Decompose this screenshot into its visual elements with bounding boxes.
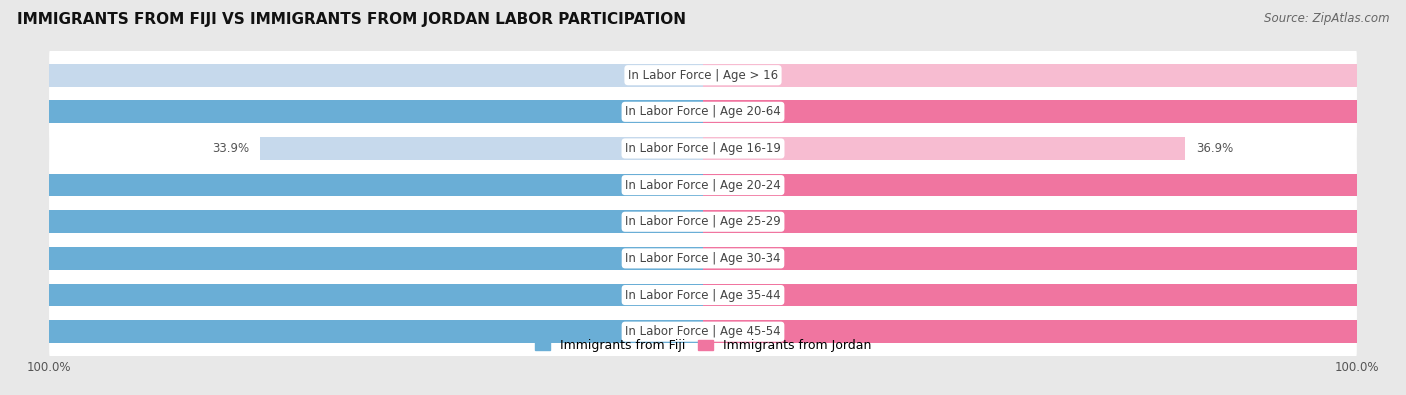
- Bar: [703, 320, 1406, 343]
- FancyBboxPatch shape: [49, 149, 1357, 221]
- Text: 36.9%: 36.9%: [1197, 142, 1233, 155]
- Text: 33.9%: 33.9%: [212, 142, 249, 155]
- Bar: [0, 247, 703, 270]
- Text: In Labor Force | Age 45-54: In Labor Force | Age 45-54: [626, 325, 780, 338]
- FancyBboxPatch shape: [49, 295, 1357, 368]
- Bar: [703, 137, 1185, 160]
- FancyBboxPatch shape: [49, 112, 1357, 185]
- Text: In Labor Force | Age > 16: In Labor Force | Age > 16: [628, 69, 778, 82]
- FancyBboxPatch shape: [49, 186, 1357, 258]
- Text: In Labor Force | Age 35-44: In Labor Force | Age 35-44: [626, 288, 780, 301]
- Bar: [703, 247, 1406, 270]
- Bar: [0, 174, 703, 196]
- FancyBboxPatch shape: [49, 259, 1357, 331]
- Bar: [703, 64, 1406, 87]
- Bar: [703, 211, 1406, 233]
- FancyBboxPatch shape: [49, 222, 1357, 295]
- Bar: [703, 100, 1406, 123]
- Bar: [703, 174, 1406, 196]
- Text: IMMIGRANTS FROM FIJI VS IMMIGRANTS FROM JORDAN LABOR PARTICIPATION: IMMIGRANTS FROM FIJI VS IMMIGRANTS FROM …: [17, 12, 686, 27]
- Bar: [0, 64, 703, 87]
- Bar: [703, 284, 1406, 307]
- Bar: [0, 320, 703, 343]
- Text: In Labor Force | Age 30-34: In Labor Force | Age 30-34: [626, 252, 780, 265]
- Bar: [0, 100, 703, 123]
- Bar: [0, 211, 703, 233]
- Text: In Labor Force | Age 20-64: In Labor Force | Age 20-64: [626, 105, 780, 118]
- Bar: [260, 137, 703, 160]
- Bar: [0, 284, 703, 307]
- Text: In Labor Force | Age 20-24: In Labor Force | Age 20-24: [626, 179, 780, 192]
- Text: In Labor Force | Age 16-19: In Labor Force | Age 16-19: [626, 142, 780, 155]
- FancyBboxPatch shape: [49, 39, 1357, 111]
- FancyBboxPatch shape: [49, 75, 1357, 148]
- Text: In Labor Force | Age 25-29: In Labor Force | Age 25-29: [626, 215, 780, 228]
- Legend: Immigrants from Fiji, Immigrants from Jordan: Immigrants from Fiji, Immigrants from Jo…: [534, 339, 872, 352]
- Text: Source: ZipAtlas.com: Source: ZipAtlas.com: [1264, 12, 1389, 25]
